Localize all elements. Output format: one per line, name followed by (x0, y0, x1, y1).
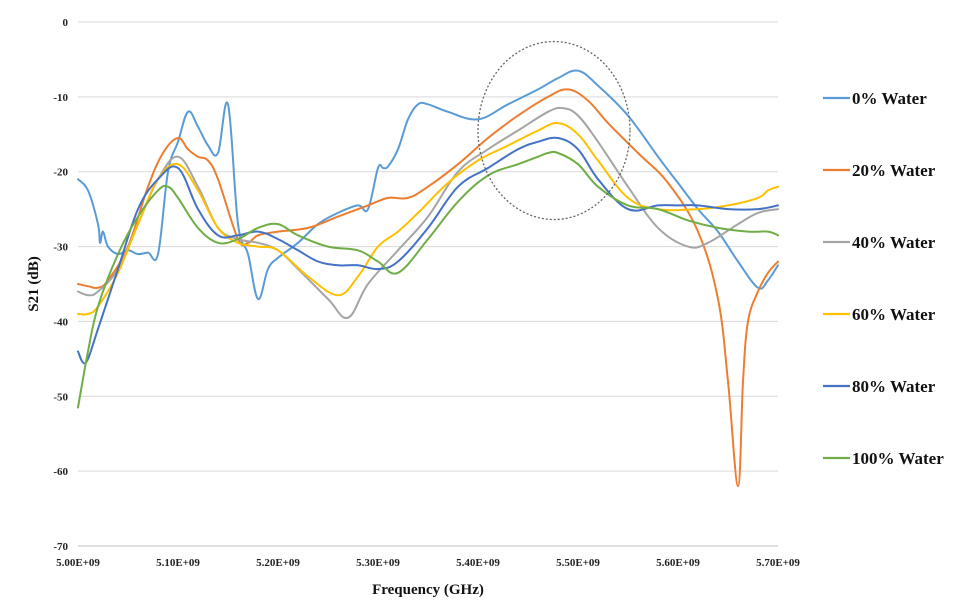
series-lines (77, 69, 779, 488)
series-line-1 (77, 88, 779, 488)
legend-label: 20% Water (852, 161, 936, 180)
y-tick-label: -30 (53, 242, 68, 254)
x-tick-label: 5.20E+09 (256, 557, 300, 569)
series-line-5 (77, 150, 779, 409)
x-tick-label: 5.70E+09 (756, 557, 800, 569)
y-tick-label: -50 (53, 391, 68, 403)
legend-item: 40% Water (823, 233, 936, 252)
x-tick-label: 5.60E+09 (656, 557, 700, 569)
y-tick-label: -60 (53, 466, 68, 478)
highlight-ellipse (477, 40, 631, 221)
y-tick-label: -40 (53, 316, 68, 328)
x-tick-label: 5.40E+09 (456, 557, 500, 569)
y-tick-label: -70 (53, 541, 68, 553)
x-tick-label: 5.00E+09 (56, 557, 100, 569)
y-axis-title: S21 (dB) (26, 256, 42, 311)
series-line-4 (77, 136, 779, 365)
legend-label: 100% Water (852, 449, 944, 468)
series-line-0 (77, 69, 779, 301)
y-tick-label: -20 (53, 167, 68, 179)
legend-label: 80% Water (852, 377, 936, 396)
legend-label: 40% Water (852, 233, 936, 252)
series-line-2 (77, 106, 779, 320)
series-line-3 (77, 122, 779, 316)
x-tick-label: 5.10E+09 (156, 557, 200, 569)
y-tick-label: -10 (53, 92, 68, 104)
legend-item: 100% Water (823, 449, 944, 468)
legend-label: 60% Water (852, 305, 936, 324)
legend: 0% Water 20% Water 40% Water 60% Water 80% W… (823, 89, 944, 468)
legend-item: 20% Water (823, 161, 936, 180)
grid-lines (78, 21, 778, 472)
legend-label: 0% Water (852, 89, 927, 108)
legend-item: 60% Water (823, 305, 936, 324)
x-tick-label: 5.30E+09 (356, 557, 400, 569)
y-axis-ticks: 0 -10 -20 -30 -40 -50 -60 -70 (53, 17, 68, 553)
x-axis-title: Frequency (GHz) (372, 582, 484, 598)
legend-item: 0% Water (823, 89, 927, 108)
x-tick-label: 5.50E+09 (556, 557, 600, 569)
x-axis-ticks: 5.00E+09 5.10E+09 5.20E+09 5.30E+09 5.40E+09… (56, 557, 800, 569)
legend-item: 80% Water (823, 377, 936, 396)
y-tick-label: 0 (63, 17, 69, 29)
